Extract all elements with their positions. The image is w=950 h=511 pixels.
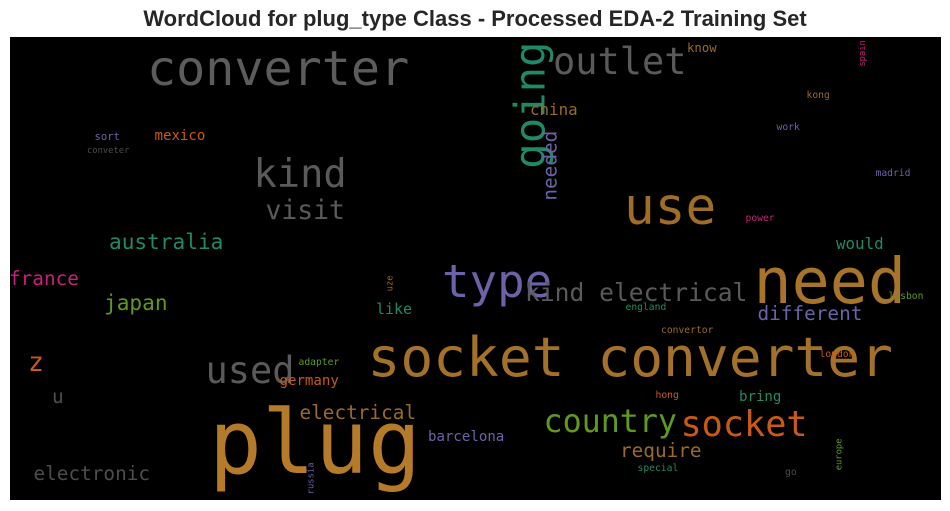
- word-visit: visit: [265, 195, 345, 226]
- word-hong: hong: [655, 390, 679, 401]
- word-australia: australia: [109, 228, 224, 254]
- word-russia: russia: [306, 462, 317, 494]
- word-needed: needed: [538, 130, 562, 201]
- word-plug: plug: [209, 391, 421, 494]
- word-conveter: conveter: [87, 145, 130, 156]
- word-work: work: [776, 122, 800, 133]
- word-lisbon: lisbon: [888, 291, 924, 302]
- word-sort: sort: [94, 130, 120, 143]
- word-adapter: adapter: [298, 357, 340, 368]
- word-kind: kind: [253, 151, 347, 197]
- word-used: used: [205, 348, 295, 392]
- wordcloud-canvas: plug socket converter need use converter type…: [10, 37, 941, 500]
- word-use: use: [624, 177, 717, 237]
- word-require: require: [620, 438, 702, 462]
- word-mexico: mexico: [154, 128, 206, 144]
- word-converter: converter: [147, 41, 410, 97]
- word-outlet: outlet: [553, 39, 687, 83]
- word-england: england: [625, 302, 667, 313]
- word-kong: kong: [806, 90, 830, 101]
- word-london: london: [819, 349, 855, 360]
- word-madrid: madrid: [875, 168, 911, 179]
- word-electronic: electronic: [33, 461, 151, 485]
- word-z: z: [28, 347, 44, 378]
- word-spain: spain: [857, 39, 868, 67]
- word-germany: germany: [279, 373, 339, 389]
- word-need: need: [753, 243, 907, 318]
- word-country: country: [543, 404, 677, 440]
- word-would: would: [836, 234, 884, 253]
- word-go: go: [785, 467, 797, 478]
- word-uze: uze: [385, 274, 396, 291]
- chart-title: WordCloud for plug_type Class - Processe…: [143, 6, 807, 31]
- word-special: special: [637, 463, 679, 474]
- word-know: know: [687, 41, 717, 55]
- word-power: power: [745, 213, 775, 224]
- word-convertor: convertor: [661, 325, 714, 336]
- word-socket: socket: [680, 403, 808, 445]
- word-bring: bring: [739, 389, 782, 405]
- word-japan: japan: [104, 289, 168, 315]
- word-like: like: [376, 299, 413, 318]
- word-barcelona: barcelona: [428, 429, 505, 445]
- word-europe: europe: [834, 438, 845, 470]
- word-different: different: [757, 301, 863, 325]
- word-u: u: [52, 384, 64, 408]
- word-kind-electrical: kind electrical: [525, 277, 748, 307]
- word-type: type: [442, 255, 553, 308]
- word-china: china: [530, 100, 578, 119]
- word-electrical: electrical: [299, 400, 417, 424]
- word-socket-converter: socket converter: [367, 324, 893, 389]
- word-france: france: [10, 266, 79, 290]
